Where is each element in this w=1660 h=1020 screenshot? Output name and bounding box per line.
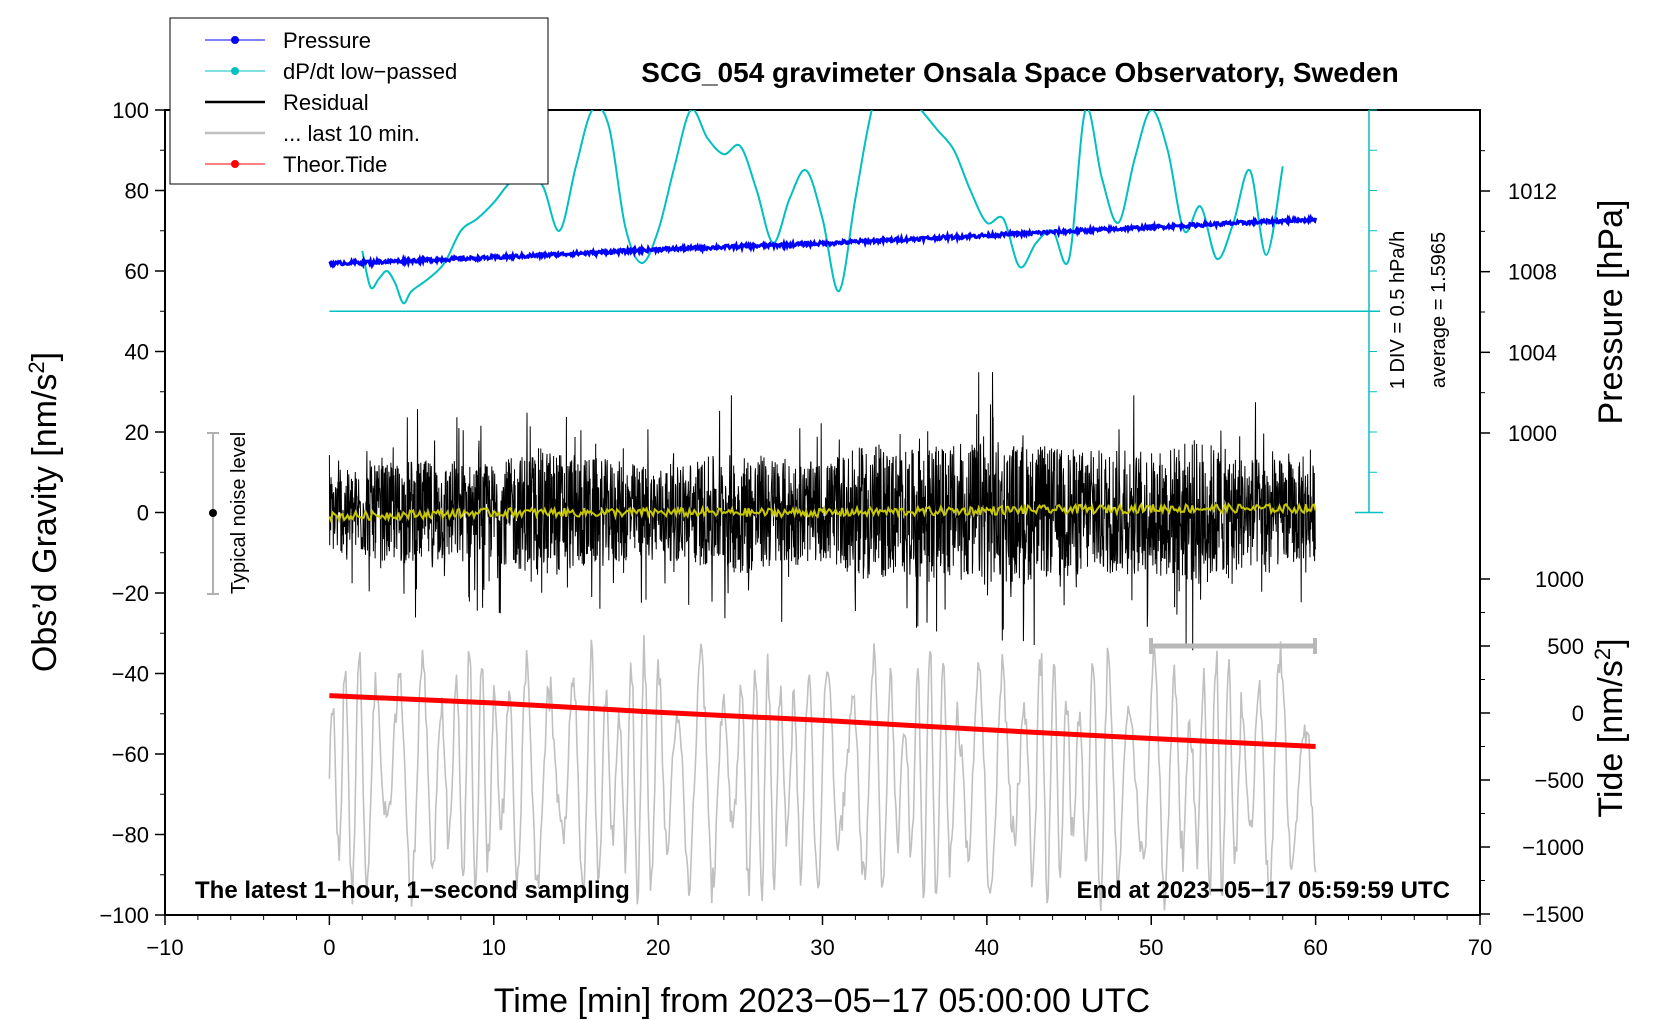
pressure-tick-label: 1012 [1508, 179, 1557, 204]
corner-left-text: The latest 1−hour, 1−second sampling [195, 877, 630, 904]
x-tick-label: 10 [482, 935, 506, 960]
y-left-tick-label: −60 [112, 742, 149, 767]
x-tick-label: 40 [975, 935, 999, 960]
pressure-tick-label: 1000 [1508, 421, 1557, 446]
x-tick-label: 0 [323, 935, 335, 960]
x-axis-title: Time [min] from 2023−05−17 05:00:00 UTC [494, 982, 1150, 1020]
pressure-axis-title: Pressure [hPa] [1592, 200, 1630, 425]
legend-label: dP/dt low−passed [283, 59, 457, 84]
legend-marker [231, 67, 239, 75]
dpdt-line [361, 110, 1284, 305]
corner-right-text: End at 2023−05−17 05:59:59 UTC [1076, 877, 1450, 904]
pressure-tick-label: 1004 [1508, 340, 1557, 365]
tide-tick-label: −1500 [1522, 902, 1584, 927]
legend-label: Theor.Tide [283, 152, 387, 177]
y-left-tick-label: 100 [112, 98, 149, 123]
tide-title-main: Tide [nm/s [1592, 660, 1630, 817]
y-left-tick-label: 20 [125, 420, 149, 445]
y-left-axis-title: Obs’d Gravity [nm/s2] [24, 352, 64, 672]
x-tick-label: 70 [1468, 935, 1492, 960]
x-tick-label: −10 [146, 935, 183, 960]
legend-marker [231, 160, 239, 168]
legend-entries: Pressure dP/dt low−passed Residual ... last… [205, 28, 457, 177]
y-left-tick-label: 60 [125, 259, 149, 284]
residual-series [328, 372, 1317, 651]
x-axis-ticks: −10 0 10 20 30 40 50 60 70 [146, 915, 1492, 960]
tide-tick-label: −1000 [1522, 835, 1584, 860]
y-left-axis-ticks: 100 80 60 40 20 0 −20 −40 −60 −80 −100 [99, 98, 165, 928]
pressure-axis-ticks: 1012 1008 1004 1000 [1480, 150, 1557, 446]
y-left-title-end: ] [26, 352, 64, 361]
noise-label: Typical noise level [228, 432, 250, 594]
tide-title-sup: 2 [1590, 648, 1615, 660]
dpdt-series [329, 110, 1380, 312]
tide-axis-title: Tide [nm/s2] [1590, 638, 1630, 817]
last-10-min-bracket [1149, 638, 1317, 654]
x-tick-label: 60 [1303, 935, 1327, 960]
x-tick-label: 20 [646, 935, 670, 960]
legend-label: ... last 10 min. [283, 121, 420, 146]
last-10-min-series [328, 634, 1317, 911]
noise-center-dot [209, 509, 217, 517]
chart-title: SCG_054 gravimeter Onsala Space Observat… [641, 57, 1398, 88]
legend: Pressure dP/dt low−passed Residual ... last… [169, 17, 549, 185]
tide-axis-ticks: 1000 500 0 −500 −1000 −1500 [1480, 567, 1584, 927]
y-left-tick-label: −40 [112, 662, 149, 687]
tide-series [329, 693, 1316, 749]
y-left-tick-label: 0 [137, 501, 149, 526]
residual-smoothed-line [328, 501, 1317, 525]
tide-tick-label: 1000 [1535, 567, 1584, 592]
pressure-series [328, 213, 1318, 270]
pressure-line [328, 213, 1318, 270]
tide-tick-label: 500 [1547, 634, 1584, 659]
x-tick-label: 30 [810, 935, 834, 960]
y-left-tick-label: 80 [125, 179, 149, 204]
legend-label: Pressure [283, 28, 371, 53]
residual-line [328, 372, 1317, 651]
y-left-tick-label: −20 [112, 581, 149, 606]
x-tick-label: 50 [1139, 935, 1163, 960]
noise-level-indicator: Typical noise level [207, 432, 250, 595]
dpdt-scale-label: 1 DIV = 0.5 hPa/h [1387, 231, 1409, 389]
pressure-tick-label: 1008 [1508, 260, 1557, 285]
tide-tick-label: −500 [1534, 768, 1584, 793]
y-left-tick-label: −100 [99, 903, 149, 928]
tide-line [329, 693, 1316, 749]
tide-title-end: ] [1592, 638, 1630, 647]
y-left-title-main: Obs’d Gravity [nm/s [26, 374, 64, 673]
y-left-tick-label: −80 [112, 823, 149, 848]
last-10-min-line [328, 634, 1317, 911]
y-left-tick-label: 40 [125, 340, 149, 365]
residual-smoothed-series [328, 501, 1317, 525]
y-left-title-sup: 2 [24, 361, 49, 373]
dpdt-scale-bar [1355, 109, 1383, 514]
legend-marker [231, 36, 239, 44]
dpdt-average-label: average = 1.5965 [1428, 232, 1450, 388]
legend-label: Residual [283, 90, 369, 115]
tide-tick-label: 0 [1572, 701, 1584, 726]
